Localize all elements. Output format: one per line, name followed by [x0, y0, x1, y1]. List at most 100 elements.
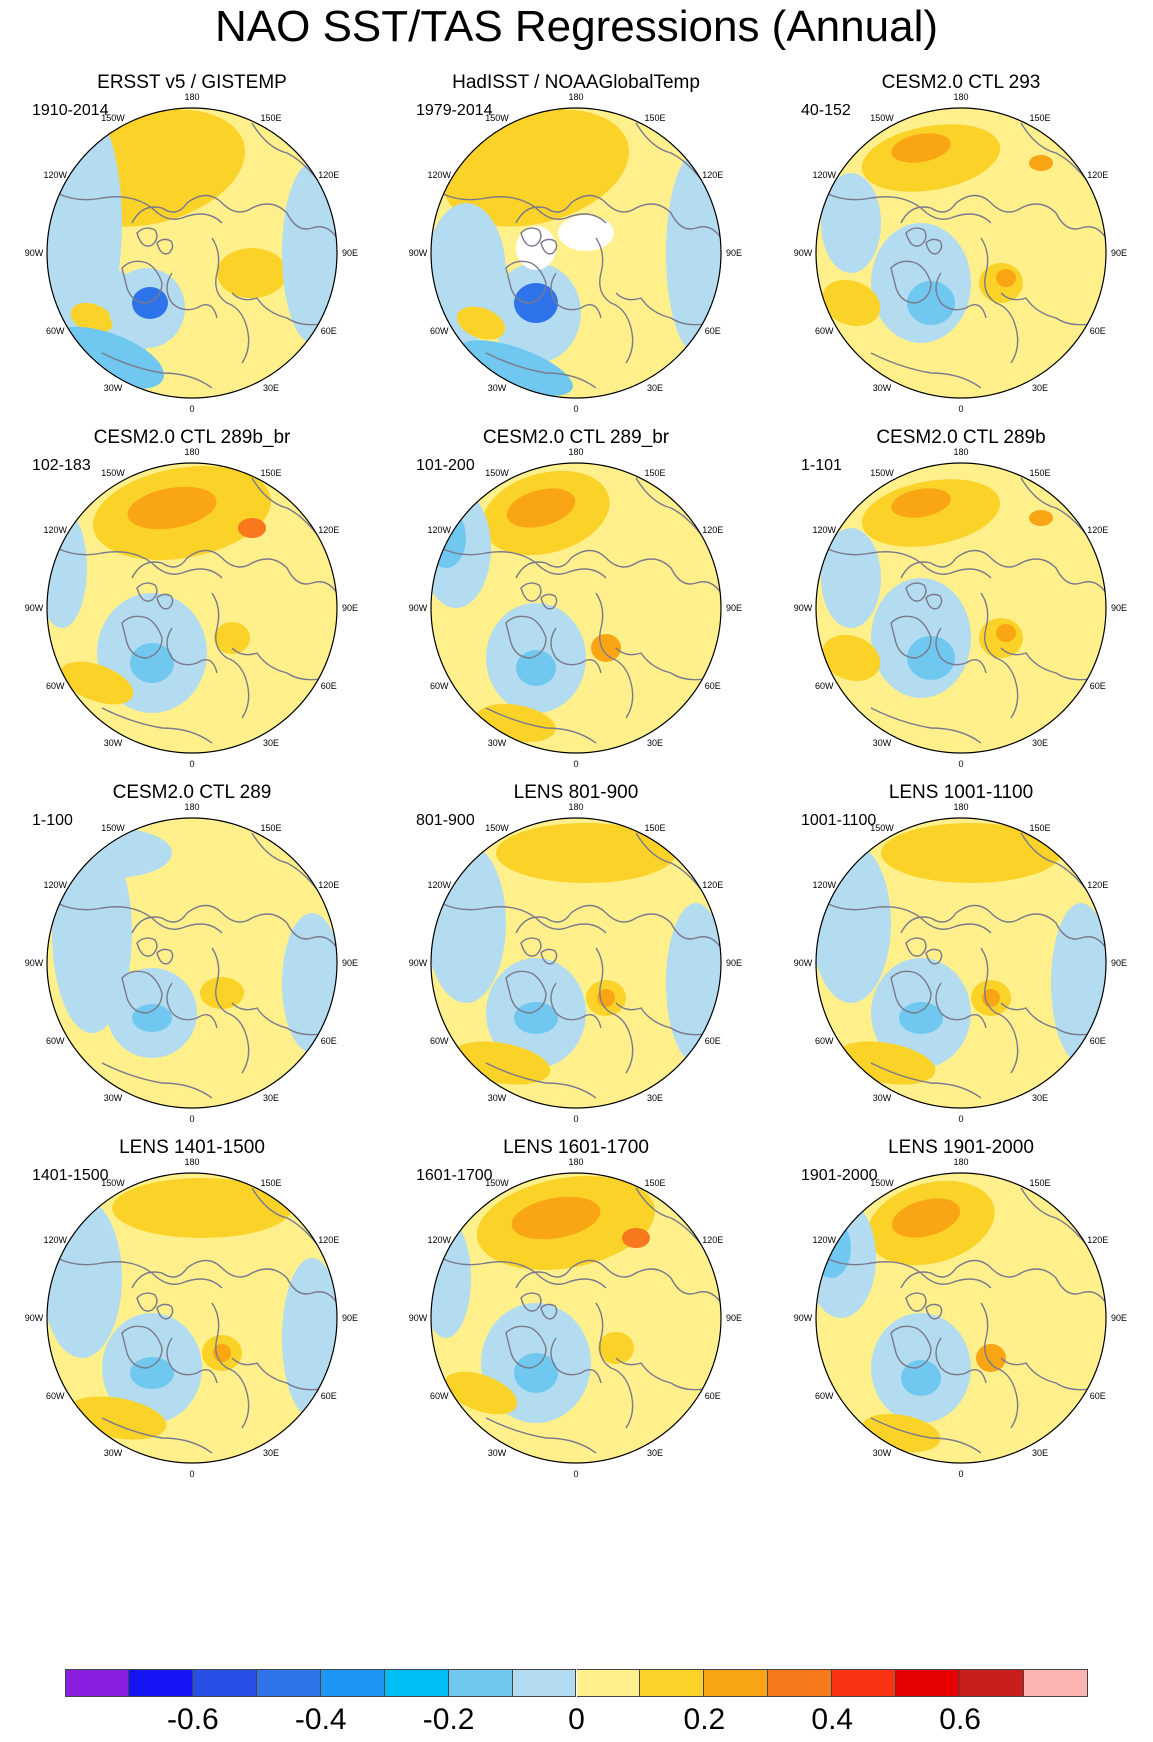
- longitude-label: 150W: [485, 1178, 509, 1188]
- coastline: [520, 582, 542, 602]
- regression-contour: [238, 518, 266, 538]
- longitude-label: 90E: [342, 248, 358, 258]
- longitude-label: 120W: [812, 170, 836, 180]
- regression-contour: [431, 508, 466, 568]
- coastline: [515, 1259, 721, 1304]
- longitude-label: 30W: [488, 383, 507, 393]
- longitude-label: 90W: [409, 603, 428, 613]
- panel-title: ERSST v5 / GISTEMP: [97, 72, 287, 93]
- longitude-label: 30W: [488, 738, 507, 748]
- regression-contour: [496, 823, 676, 883]
- polar-map: 180 150E 120E 90E 60E 30E 0 30W 60W 90W 120W 150W: [794, 802, 1127, 1124]
- regression-contour: [821, 634, 881, 682]
- coastline: [131, 194, 337, 239]
- coastline: [980, 592, 1019, 719]
- map-panel: LENS 1901-2000 180 150E 120E 90E 60E 30E 0 30W 60…: [769, 1137, 1153, 1531]
- longitude-label: 180: [568, 1157, 583, 1167]
- coastline: [900, 194, 1106, 239]
- colorbar-swatch: [320, 1669, 385, 1697]
- regression-contour: [132, 287, 168, 319]
- longitude-label: 30E: [263, 738, 279, 748]
- coastline: [540, 1303, 558, 1320]
- coastline: [121, 970, 163, 1014]
- longitude-label: 30W: [488, 1448, 507, 1458]
- longitude-label: 60W: [430, 681, 449, 691]
- longitude-label: 120W: [43, 170, 67, 180]
- coastline: [1000, 1357, 1097, 1391]
- longitude-label: 120W: [43, 525, 67, 535]
- coastline: [825, 902, 992, 934]
- longitude-label: 30W: [873, 383, 892, 393]
- coastline: [595, 592, 634, 719]
- longitude-label: 120E: [1087, 525, 1108, 535]
- longitude-label: 180: [184, 1157, 199, 1167]
- regression-contour: [996, 624, 1016, 642]
- colorbar-tick-label: 0.6: [939, 1703, 981, 1736]
- coastline: [1000, 1002, 1097, 1036]
- longitude-label: 90E: [342, 958, 358, 968]
- coastline: [540, 593, 558, 610]
- longitude-label: 90E: [1111, 603, 1127, 613]
- longitude-label: 120E: [1087, 170, 1108, 180]
- coastline: [905, 582, 927, 602]
- regression-contour: [821, 279, 881, 327]
- longitude-label: 90W: [25, 603, 44, 613]
- colorbar-tick-label: -0.6: [167, 1703, 219, 1736]
- coastline: [166, 1337, 218, 1384]
- longitude-label: 30W: [873, 1448, 892, 1458]
- longitude-label: 150E: [260, 468, 281, 478]
- coastline: [156, 593, 174, 610]
- coastline: [136, 582, 158, 602]
- panel-title: LENS 801-900: [513, 782, 639, 803]
- regression-contour: [891, 1198, 961, 1238]
- panel-years: 1910-2014: [32, 102, 109, 119]
- coastline: [1000, 292, 1097, 326]
- longitude-label: 90W: [794, 603, 813, 613]
- panel-title: LENS 1401-1500: [119, 1137, 265, 1158]
- colorbar-swatch: [512, 1669, 577, 1697]
- longitude-label: 60E: [321, 1391, 337, 1401]
- coastline: [231, 1002, 328, 1036]
- regression-contour: [130, 1357, 174, 1389]
- longitude-label: 180: [953, 1157, 968, 1167]
- longitude-label: 120E: [702, 1235, 723, 1245]
- longitude-label: 90W: [409, 248, 428, 258]
- coastline: [166, 627, 218, 674]
- longitude-label: 0: [958, 1469, 963, 1479]
- longitude-label: 120E: [702, 880, 723, 890]
- longitude-label: 0: [573, 759, 578, 769]
- regression-contour: [511, 1196, 601, 1240]
- panel-years: 40-152: [801, 102, 851, 119]
- coastline: [540, 238, 558, 255]
- regression-contour: [666, 153, 721, 353]
- coastline: [136, 1292, 158, 1312]
- map-panel: CESM2.0 CTL 289 180 150E 120E 90E 60E 30E 0 30W 6…: [0, 782, 384, 1176]
- coastline: [156, 948, 174, 965]
- longitude-label: 180: [953, 447, 968, 457]
- longitude-label: 60E: [705, 1391, 721, 1401]
- map-panel: HadISST / NOAAGlobalTemp 180 150E 120E 90E 60…: [384, 72, 768, 466]
- longitude-label: 150W: [101, 113, 125, 123]
- colorbar-tick-label: -0.2: [422, 1703, 475, 1736]
- regression-contour: [891, 133, 951, 163]
- longitude-label: 120W: [812, 1235, 836, 1245]
- longitude-label: 90W: [25, 248, 44, 258]
- coastline: [900, 549, 1106, 594]
- longitude-label: 30E: [263, 1448, 279, 1458]
- coastline: [595, 1302, 634, 1429]
- regression-contour: [591, 634, 621, 662]
- longitude-label: 150W: [870, 823, 894, 833]
- coastline: [900, 904, 1106, 949]
- regression-contour: [456, 306, 506, 340]
- map-boundary: [815, 1172, 1107, 1464]
- longitude-label: 30E: [647, 1448, 663, 1458]
- coastline: [890, 970, 932, 1014]
- colorbar: -0.6 -0.4 -0.2 0 0.2 0.4 0.6: [65, 1669, 1088, 1739]
- longitude-label: 150W: [101, 823, 125, 833]
- coastline: [935, 1337, 987, 1384]
- regression-contour: [214, 622, 250, 654]
- longitude-label: 150E: [1029, 823, 1050, 833]
- coastline: [211, 1302, 250, 1429]
- longitude-label: 30E: [1032, 1093, 1048, 1103]
